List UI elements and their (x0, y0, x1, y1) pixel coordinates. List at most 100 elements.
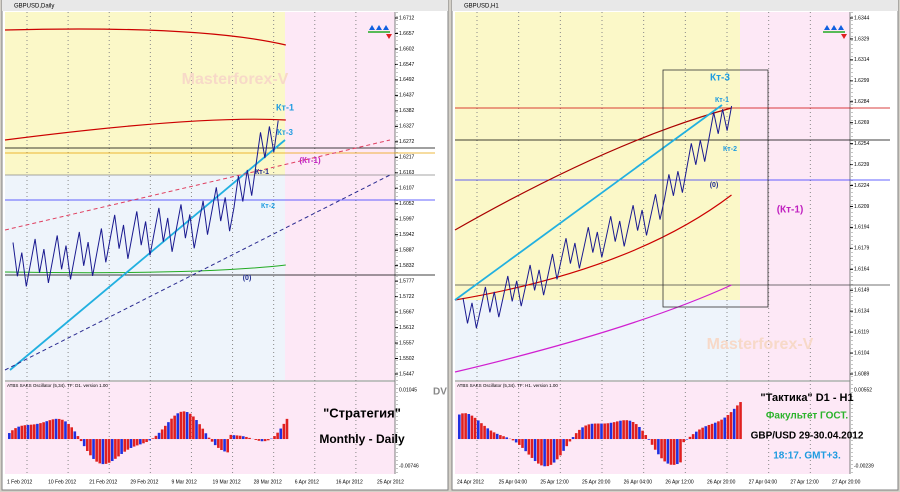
date-label: 25 Apr 04:00 (499, 479, 528, 485)
down-arrow (841, 34, 847, 39)
osc-bar (220, 439, 223, 451)
price-label: 1.6602 (399, 46, 415, 52)
osc-title: ATBS SAKS Oscillator (5,34). TF: D1. ver… (7, 383, 108, 388)
date-label: 25 Apr 2012 (377, 479, 404, 485)
price-line (12, 120, 279, 287)
osc-bar (663, 439, 666, 462)
osc-bar (70, 427, 73, 440)
osc-bar (132, 439, 136, 447)
osc-bar (179, 411, 183, 440)
osc-bar (129, 439, 133, 448)
price-label: 1.6712 (399, 15, 415, 21)
price-line (462, 105, 733, 329)
osc-bar (198, 424, 201, 440)
date-label: 27 Apr 20:00 (832, 479, 861, 485)
osc-bar (223, 439, 226, 452)
date-label: 27 Apr 12:00 (790, 479, 819, 485)
price-label: 1.6657 (399, 31, 415, 37)
osc-bar (282, 423, 286, 440)
zone-pink (285, 12, 395, 380)
price-label: 1.6119 (854, 329, 869, 335)
date-label: 16 Apr 2012 (336, 479, 363, 485)
date-label: 26 Apr 20:00 (707, 479, 736, 485)
osc-bar (511, 439, 515, 441)
osc-bar (606, 423, 610, 440)
osc-bar (39, 423, 42, 440)
osc-bar (185, 412, 189, 440)
osc-bar (672, 439, 676, 465)
caption: GBP/USD 29-30.04.2012 (751, 431, 864, 442)
date-label: 24 Apr 2012 (457, 479, 484, 485)
osc-bar (11, 430, 14, 440)
osc-bar (489, 430, 493, 440)
osc-bar (473, 417, 477, 440)
osc-bar (467, 414, 471, 440)
osc-bar (492, 432, 496, 440)
osc-bar (549, 439, 553, 465)
osc-bar (114, 439, 117, 459)
window-title: GBPUSD,H1 (464, 4, 499, 10)
osc-bar (638, 426, 641, 440)
up-arrow (376, 25, 382, 30)
osc-bar (61, 419, 64, 440)
osc-bar (245, 436, 248, 440)
osc-bar (176, 413, 180, 440)
annotation: Кт-1 (276, 102, 294, 112)
osc-bar (644, 435, 648, 440)
up-arrow (824, 25, 830, 30)
osc-bar (578, 429, 581, 440)
price-label: 1.6344 (854, 15, 870, 21)
osc-bar (717, 421, 720, 440)
price-label: 1.6149 (854, 288, 870, 294)
osc-bar (285, 418, 289, 440)
osc-bar (257, 439, 261, 441)
osc-bar (242, 436, 245, 440)
price-label: 1.6284 (854, 99, 870, 105)
date-label: 19 Mar 2012 (213, 479, 241, 485)
up-arrow (369, 25, 375, 30)
osc-bar (612, 422, 616, 440)
price-label: 1.6104 (854, 350, 870, 356)
osc-bar (173, 415, 176, 440)
osc-bar (707, 424, 711, 440)
osc-bar (732, 408, 736, 440)
box (662, 69, 769, 308)
date-label: 25 Apr 12:00 (540, 479, 569, 485)
price-label: 1.5502 (399, 356, 415, 362)
osc-bar (527, 439, 531, 455)
osc-bar (622, 420, 625, 440)
osc-bar (701, 427, 704, 440)
osc-bar (495, 433, 499, 440)
osc-bar (192, 416, 195, 440)
osc-bar (167, 422, 170, 440)
annotation: Кт-3 (277, 128, 293, 137)
date-label: 29 Feb 2012 (130, 479, 158, 485)
osc-bar (616, 421, 619, 440)
up-arrow (831, 25, 837, 30)
date-label: 28 Mar 2012 (254, 479, 282, 485)
price-label: 1.5447 (399, 371, 415, 377)
osc-bar (120, 439, 123, 454)
osc-bar (279, 428, 283, 440)
osc-bar (464, 413, 467, 440)
caption: 18:17. GMT+3. (773, 451, 841, 462)
osc-bar (543, 439, 546, 467)
osc-bar (587, 424, 591, 440)
annotation: Кт-2 (261, 203, 275, 210)
trend (4, 139, 391, 231)
price-label: 1.6164 (854, 267, 870, 273)
osc-bg (455, 382, 850, 474)
osc-bar (29, 424, 33, 440)
osc-bar (603, 423, 606, 440)
osc-bar (188, 413, 192, 440)
osc-bar (546, 439, 550, 467)
osc-label: 0.00552 (854, 387, 872, 393)
price-label: 1.6239 (854, 162, 870, 168)
osc-bar (195, 420, 198, 440)
osc-bar (650, 439, 654, 445)
osc-bar (254, 439, 258, 440)
osc-bar (657, 439, 660, 455)
osc-bar (584, 425, 587, 440)
up-arrow (838, 25, 844, 30)
osc-bar (45, 421, 49, 440)
